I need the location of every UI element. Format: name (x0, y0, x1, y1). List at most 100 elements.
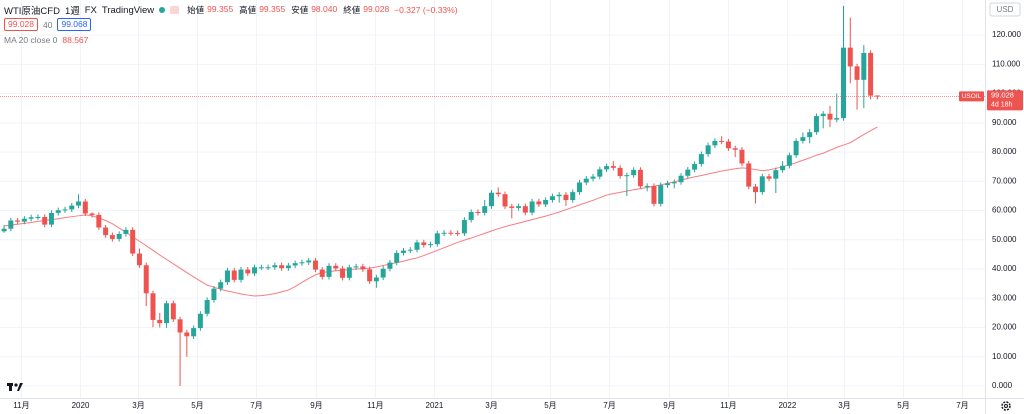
candle-body (455, 233, 461, 235)
candle-body (109, 235, 115, 239)
ohlc-legend: 始値 99.355 高値 99.355 安値 98.040 終値 99.028 (184, 4, 389, 16)
candle-body (245, 269, 251, 274)
candle-body (333, 265, 339, 269)
candle-body (753, 186, 759, 193)
candle-body (238, 269, 244, 280)
x-tick-label: 3月 (132, 401, 144, 410)
candle-body (8, 220, 14, 229)
x-tick-label: 7月 (250, 401, 262, 410)
candle-body (874, 95, 880, 97)
candle-body (807, 132, 813, 138)
candle-body (868, 52, 874, 96)
candle-body (373, 277, 379, 282)
candle-body (631, 169, 637, 176)
candle-body (813, 116, 819, 133)
candle-body (529, 201, 535, 213)
y-tick-label: 60.000 (992, 206, 1017, 215)
x-tick-label: 2022 (778, 401, 796, 410)
candle-body (786, 155, 792, 166)
candle-body (780, 165, 786, 171)
candle-body (103, 227, 109, 236)
candle-body (434, 233, 440, 245)
candle-body (224, 270, 230, 283)
candle-body (678, 175, 684, 183)
candle-body (204, 300, 210, 314)
spread: 40 (43, 19, 53, 30)
candle-body (380, 268, 386, 278)
y-tick-label: 20.000 (992, 323, 1017, 332)
candle-body (732, 148, 738, 150)
candle-body (130, 229, 136, 254)
candle-body (746, 163, 752, 187)
x-tick-label: 7月 (956, 401, 968, 410)
candle-body (116, 233, 122, 239)
y-tick-label: 80.000 (992, 147, 1017, 156)
candle-body (543, 200, 549, 205)
candle-body (123, 229, 129, 234)
candle-body (252, 267, 258, 274)
settings-icon[interactable] (1001, 401, 1011, 411)
candle-body (834, 118, 840, 120)
candle-body (157, 319, 163, 324)
ask[interactable]: 99.068 (57, 18, 92, 31)
symbol-tag-text: USOIL (962, 93, 982, 100)
ma-name: MA 20 close 0 (4, 35, 58, 45)
candle-body (1, 228, 7, 232)
x-tick-label: 11月 (13, 401, 29, 410)
candle-body (177, 319, 183, 333)
candle-body (604, 166, 610, 170)
x-tick-label: 11月 (367, 401, 383, 410)
candle-body (400, 250, 406, 253)
candle-body (218, 282, 224, 289)
y-tick-label: 120.000 (992, 30, 1021, 39)
candle-body (570, 192, 576, 201)
candle-body (170, 303, 176, 320)
candle-body (306, 260, 312, 263)
candle-body (861, 52, 867, 80)
candle-body (610, 166, 616, 168)
y-tick-label: 70.000 (992, 176, 1017, 185)
candle-body (637, 169, 643, 187)
y-tick-label: 50.000 (992, 235, 1017, 244)
interval: 1週 (64, 6, 80, 17)
candle-body (340, 268, 346, 278)
candle-body (292, 263, 298, 266)
y-tick-label: 10.000 (992, 352, 1017, 361)
candle-body (820, 113, 826, 117)
candle-body (671, 182, 677, 184)
candle-body (231, 270, 237, 280)
candle-body (759, 176, 765, 193)
change: −0.327 (−0.33%) (394, 5, 458, 15)
bid[interactable]: 99.028 (4, 18, 38, 31)
candle-body (773, 170, 779, 179)
symbol: WTI原油CFD (4, 6, 60, 17)
currency: USD (997, 5, 1014, 14)
candle-body (495, 192, 501, 195)
candle-body (739, 149, 745, 164)
candle-body (367, 269, 373, 282)
currency-button[interactable] (989, 2, 1021, 17)
ohlc-label: 始値 (187, 5, 205, 15)
candle-body (468, 212, 474, 220)
candle-body (617, 167, 623, 177)
candle-body (536, 201, 542, 205)
candle-body (197, 313, 203, 329)
candle-body (827, 113, 833, 120)
candle-body (766, 176, 772, 179)
candle-body (299, 262, 305, 264)
candle-body (664, 183, 670, 186)
tv-logo (7, 383, 23, 391)
candle-body (346, 267, 352, 278)
header-row: WTI原油CFD 1週 FX TradingView 始値 99.355 高値 99.… (4, 3, 458, 17)
candle-body (184, 332, 190, 337)
candle-body (69, 205, 75, 210)
candle-body (164, 303, 170, 324)
x-tick-label: 2020 (72, 401, 90, 410)
candle-body (136, 253, 142, 266)
candle-body (15, 220, 21, 222)
candle-body (448, 232, 454, 234)
candle-body (509, 206, 515, 208)
source: FX (84, 4, 97, 16)
grid (0, 0, 985, 398)
